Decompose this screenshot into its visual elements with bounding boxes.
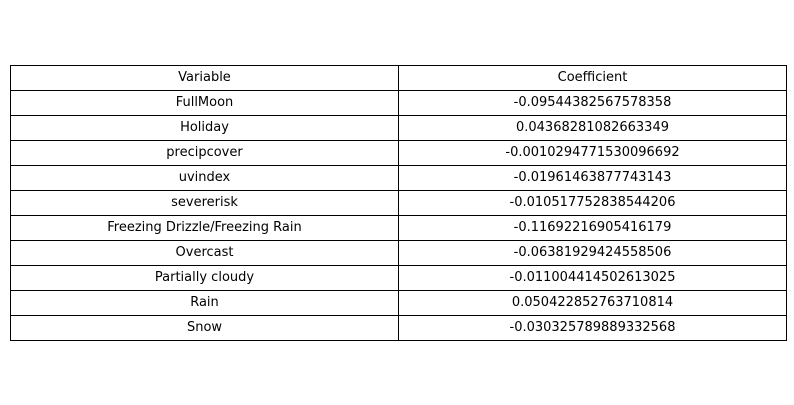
table-row: precipcover -0.0010294771530096692	[10, 140, 787, 166]
table-row: Partially cloudy -0.011004414502613025	[10, 265, 787, 291]
table-row: Freezing Drizzle/Freezing Rain -0.1169221…	[10, 215, 787, 241]
variable-cell: Overcast	[10, 240, 399, 266]
table-row: Snow -0.030325789889332568	[10, 315, 787, 341]
table-row: FullMoon -0.09544382567578358	[10, 90, 787, 116]
coefficient-cell: -0.0010294771530096692	[398, 140, 787, 166]
variable-cell: Partially cloudy	[10, 265, 399, 291]
variable-cell: FullMoon	[10, 90, 399, 116]
table-row: Rain 0.050422852763710814	[10, 290, 787, 316]
table-row: Overcast -0.06381929424558506	[10, 240, 787, 266]
table-row: Holiday 0.04368281082663349	[10, 115, 787, 141]
coefficient-cell: 0.050422852763710814	[398, 290, 787, 316]
coefficient-cell: -0.030325789889332568	[398, 315, 787, 341]
coefficient-cell: -0.11692216905416179	[398, 215, 787, 241]
table-row: uvindex -0.01961463877743143	[10, 165, 787, 191]
table-row: severerisk -0.010517752838544206	[10, 190, 787, 216]
variable-cell: severerisk	[10, 190, 399, 216]
variable-cell: Rain	[10, 290, 399, 316]
coefficient-cell: -0.011004414502613025	[398, 265, 787, 291]
variable-cell: precipcover	[10, 140, 399, 166]
coefficient-table-container: Variable Coefficient FullMoon -0.09544382…	[10, 65, 787, 341]
coefficient-cell: -0.06381929424558506	[398, 240, 787, 266]
table-header-row: Variable Coefficient	[10, 65, 787, 91]
table-body: FullMoon -0.09544382567578358 Holiday 0.043…	[10, 90, 787, 341]
coefficient-cell: 0.04368281082663349	[398, 115, 787, 141]
coefficient-table: Variable Coefficient FullMoon -0.09544382…	[10, 65, 787, 341]
column-header-coefficient: Coefficient	[398, 65, 787, 91]
coefficient-cell: -0.01961463877743143	[398, 165, 787, 191]
column-header-variable: Variable	[10, 65, 399, 91]
variable-cell: Holiday	[10, 115, 399, 141]
coefficient-cell: -0.09544382567578358	[398, 90, 787, 116]
variable-cell: Freezing Drizzle/Freezing Rain	[10, 215, 399, 241]
variable-cell: uvindex	[10, 165, 399, 191]
variable-cell: Snow	[10, 315, 399, 341]
coefficient-cell: -0.010517752838544206	[398, 190, 787, 216]
